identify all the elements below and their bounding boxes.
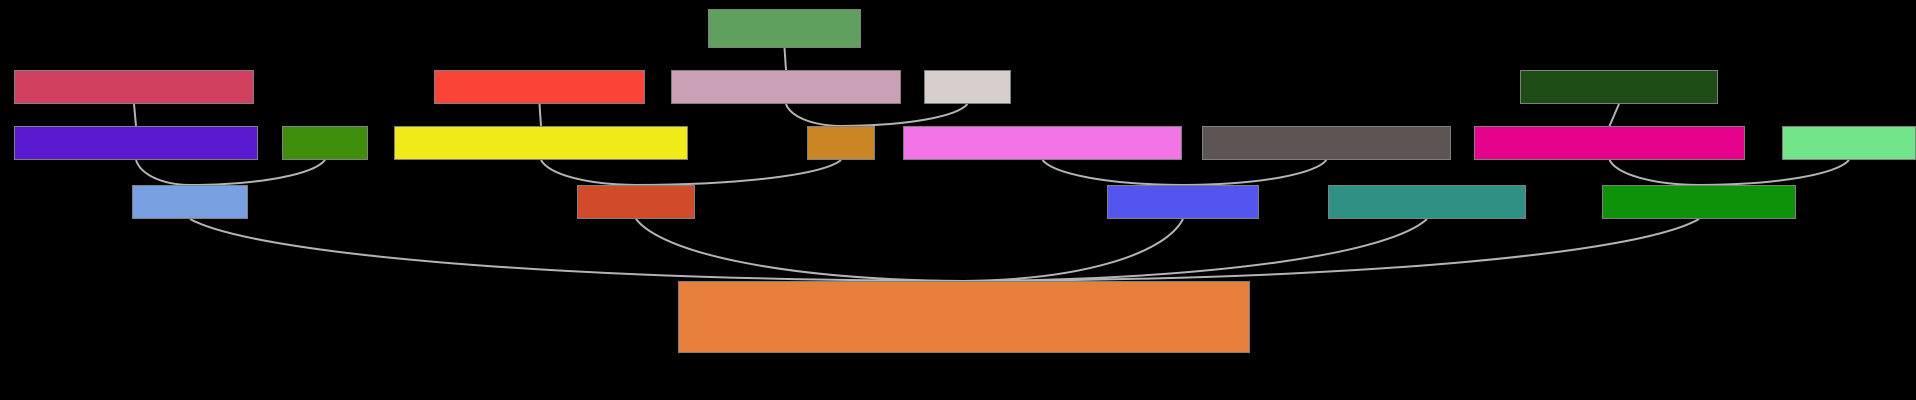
node-box[interactable] xyxy=(1474,126,1745,160)
node-label xyxy=(1603,186,1795,218)
node-box[interactable] xyxy=(1107,185,1259,219)
node-box[interactable] xyxy=(708,9,861,48)
node-label xyxy=(1521,71,1717,103)
node-box[interactable] xyxy=(1202,126,1451,160)
node-label xyxy=(672,71,900,103)
node-label xyxy=(15,127,257,159)
node-label xyxy=(1108,186,1258,218)
node-box[interactable] xyxy=(903,126,1182,160)
node-label xyxy=(679,282,1249,352)
node-box[interactable] xyxy=(924,70,1011,104)
node-box[interactable] xyxy=(14,70,254,104)
node-label xyxy=(709,10,860,47)
node-box[interactable] xyxy=(1520,70,1718,104)
node-box[interactable] xyxy=(807,126,875,160)
node-box[interactable] xyxy=(577,185,695,219)
node-box[interactable] xyxy=(678,281,1250,353)
node-label xyxy=(1329,186,1525,218)
node-box[interactable] xyxy=(1782,126,1916,160)
node-box[interactable] xyxy=(1602,185,1796,219)
node-box[interactable] xyxy=(1328,185,1526,219)
node-box[interactable] xyxy=(132,185,248,219)
node-label xyxy=(283,127,367,159)
node-label xyxy=(1203,127,1450,159)
node-box[interactable] xyxy=(14,126,258,160)
node-box[interactable] xyxy=(671,70,901,104)
node-label xyxy=(925,71,1010,103)
node-box[interactable] xyxy=(282,126,368,160)
node-label xyxy=(15,71,253,103)
node-box[interactable] xyxy=(394,126,688,160)
node-label xyxy=(133,186,247,218)
node-label xyxy=(904,127,1181,159)
node-label xyxy=(1475,127,1744,159)
node-label xyxy=(578,186,694,218)
node-label xyxy=(1783,127,1915,159)
node-label xyxy=(808,127,874,159)
node-box[interactable] xyxy=(434,70,645,104)
node-label xyxy=(395,127,687,159)
node-label xyxy=(435,71,644,103)
